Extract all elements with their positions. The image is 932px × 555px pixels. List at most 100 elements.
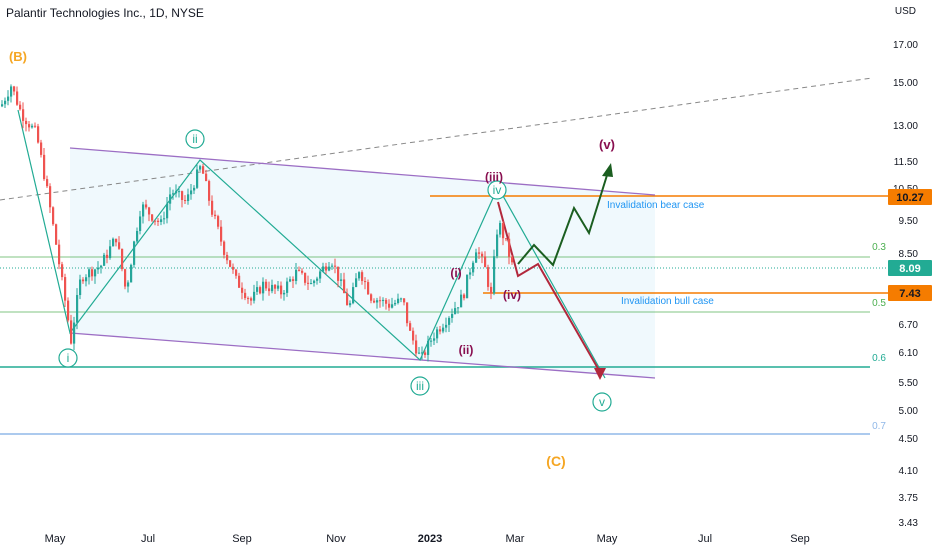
- candle-body: [478, 252, 481, 254]
- fib-level-label: 0.3: [872, 242, 886, 253]
- price-tick-label: 5.00: [899, 406, 919, 417]
- candle-body: [313, 280, 316, 284]
- candle-body: [94, 269, 97, 277]
- candle-body: [238, 275, 241, 288]
- candle-body: [157, 220, 160, 222]
- price-tick-label: 9.50: [899, 216, 919, 227]
- candle-body: [190, 190, 193, 195]
- candle-body: [103, 254, 106, 266]
- candle-body: [139, 216, 142, 231]
- wave-label: (iv): [503, 288, 521, 302]
- candle-body: [214, 214, 217, 217]
- candle-body: [223, 241, 226, 255]
- candle-body: [88, 269, 91, 278]
- candle-body: [508, 238, 511, 257]
- candle-body: [241, 287, 244, 293]
- candle-body: [262, 281, 265, 294]
- candle-body: [388, 303, 391, 308]
- candle-body: [205, 173, 208, 182]
- candle-body: [184, 200, 187, 202]
- candle-body: [286, 281, 289, 293]
- wave-label: (i): [450, 266, 461, 280]
- fib-level-label: 0.6: [872, 353, 886, 364]
- candle-body: [127, 282, 130, 287]
- candle-body: [310, 283, 313, 285]
- candle-body: [100, 265, 103, 268]
- candle-body: [298, 269, 301, 271]
- wave-label: (v): [599, 137, 615, 152]
- candle-body: [232, 266, 235, 270]
- wave-label: iii: [416, 379, 424, 393]
- candle-body: [454, 308, 457, 314]
- candle-body: [325, 266, 328, 271]
- candle-body: [229, 260, 232, 267]
- candle-body: [46, 179, 49, 187]
- candle-body: [226, 254, 229, 261]
- candle-body: [385, 299, 388, 304]
- candle-body: [304, 272, 307, 283]
- candle-body: [64, 277, 67, 301]
- fib-level-label: 0.7: [872, 421, 886, 432]
- price-tick-label: 17.00: [893, 40, 918, 51]
- candle-body: [379, 300, 382, 302]
- candle-body: [367, 282, 370, 295]
- candle-body: [175, 191, 178, 194]
- price-tick-label: 6.70: [899, 320, 919, 331]
- candle-body: [436, 329, 439, 339]
- candle-body: [334, 265, 337, 267]
- candle-body: [301, 270, 304, 273]
- candle-body: [202, 166, 205, 174]
- candle-body: [52, 207, 55, 225]
- candle-body: [82, 279, 85, 282]
- channel-fill: [70, 148, 655, 378]
- channel-bottom-line: [69, 332, 656, 379]
- wave-label-circle: [487, 180, 507, 200]
- candle-body: [166, 203, 169, 219]
- candle-body: [442, 327, 445, 332]
- candle-body: [220, 226, 223, 242]
- candle-body: [268, 288, 271, 292]
- wave-label-circle: [410, 376, 430, 396]
- candle-body: [169, 194, 172, 204]
- wave-label-circle: [185, 129, 205, 149]
- candle-body: [58, 244, 61, 265]
- wave-label: (C): [546, 453, 565, 469]
- candle-body: [505, 238, 508, 240]
- candle-body: [292, 279, 295, 281]
- candle-body: [121, 248, 124, 270]
- time-axis-label: Jul: [141, 533, 155, 545]
- candle-body: [256, 287, 259, 292]
- price-tag-label: 8.09: [899, 263, 920, 275]
- invalidation-bull-label: Invalidation bull case: [621, 296, 714, 307]
- candle-body: [265, 281, 268, 289]
- candle-body: [340, 279, 343, 281]
- candle-body: [73, 322, 76, 344]
- candle-body: [430, 340, 433, 342]
- wave-label-circle: [592, 392, 612, 412]
- candle-body: [502, 223, 505, 239]
- wave-zigzag: [17, 109, 606, 379]
- candle-body: [331, 265, 334, 267]
- candle-body: [433, 338, 436, 341]
- time-axis-label: Sep: [232, 533, 252, 545]
- candle-body: [418, 352, 421, 354]
- candle-body: [13, 86, 16, 92]
- wave-label: (ii): [459, 343, 474, 357]
- candle-body: [364, 281, 367, 283]
- candle-body: [43, 154, 46, 180]
- candle-body: [397, 298, 400, 303]
- time-axis-label: Nov: [326, 533, 346, 545]
- candle-body: [274, 284, 277, 289]
- candle-body: [181, 191, 184, 201]
- candle-body: [346, 293, 349, 306]
- candle-body: [259, 287, 262, 294]
- candle-body: [37, 126, 40, 143]
- candle-body: [424, 352, 427, 355]
- candle-body: [31, 125, 34, 128]
- candle-body: [235, 269, 238, 276]
- candle-body: [19, 104, 22, 110]
- candle-body: [40, 142, 43, 155]
- candle-body: [76, 295, 79, 323]
- candle-body: [484, 256, 487, 268]
